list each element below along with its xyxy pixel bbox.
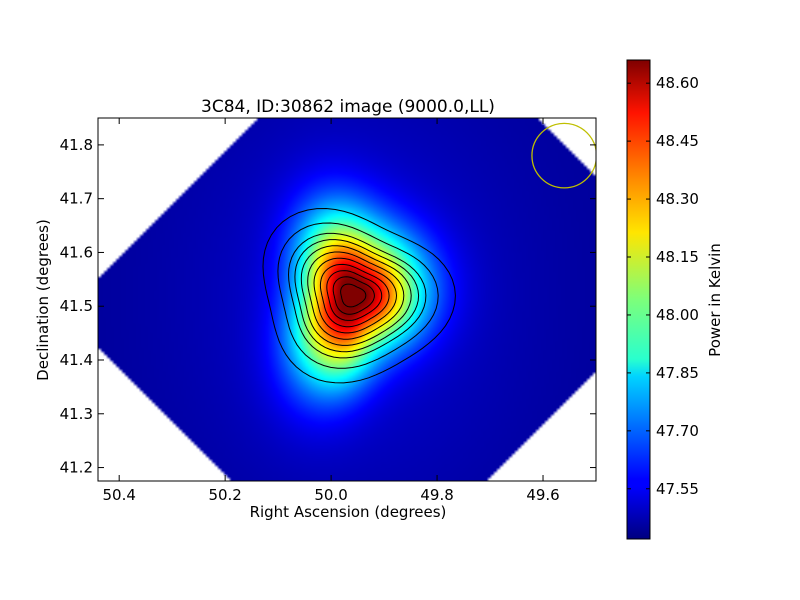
contour-ring [300, 245, 412, 346]
colorbar-ticks: 47.55 47.70 47.85 48.00 48.15 48.30 48.45 48.60 [627, 74, 699, 498]
colorbar-tick-label: 48.00 [656, 306, 699, 324]
x-tick-label: 49.6 [526, 486, 559, 504]
x-tick-label: 50.4 [102, 486, 135, 504]
contour-ring [262, 207, 456, 384]
contour-lines [262, 207, 456, 384]
colorbar-tick-label: 47.85 [656, 364, 699, 382]
contour-ring [307, 251, 405, 340]
colorbar-label: Power in Kelvin [706, 243, 724, 357]
colorbar: 47.55 47.70 47.85 48.00 48.15 48.30 48.45 48.60… [626, 59, 724, 540]
y-tick-label: 41.7 [60, 190, 93, 208]
y-tick-label: 41.6 [60, 243, 93, 261]
y-tick-label: 41.3 [60, 405, 93, 423]
x-ticks: 50.4 50.2 50.0 49.8 49.6 [102, 118, 560, 504]
contour-ring [294, 239, 420, 353]
colorbar-tick-label: 48.30 [656, 190, 699, 208]
colorbar-tick-label: 48.15 [656, 248, 699, 266]
colorbar-gradient [627, 60, 650, 539]
y-tick-label: 41.8 [60, 136, 93, 154]
colorbar-tick-label: 48.60 [656, 74, 699, 92]
colorbar-tick-label: 47.70 [656, 422, 699, 440]
contour-ring [332, 276, 375, 315]
contour-ring [326, 270, 383, 321]
y-axis-label: Declination (degrees) [34, 219, 52, 381]
colorbar-tick-label: 47.55 [656, 480, 699, 498]
x-tick-label: 49.8 [420, 486, 453, 504]
contour-ring [319, 263, 390, 328]
contour-ring [340, 283, 367, 308]
colorbar-tick-label: 48.45 [656, 132, 699, 150]
y-ticks: 41.2 41.3 41.4 41.5 41.6 41.7 41.8 [60, 136, 596, 477]
colorbar-frame [626, 59, 651, 540]
contour-ring [277, 222, 439, 369]
beam-circle [531, 122, 596, 189]
plot-area: 50.4 50.2 50.0 49.8 49.6 41.241.341.441.541.… [60, 117, 597, 504]
x-tick-label: 50.0 [314, 486, 347, 504]
x-tick-label: 50.2 [208, 486, 241, 504]
y-tick-label: 41.2 [60, 459, 93, 477]
contour-ring [287, 232, 427, 359]
x-axis-label: Right Ascension (degrees) [250, 503, 447, 521]
y-tick-label: 41.4 [60, 351, 93, 369]
heatmap-image [98, 118, 596, 481]
chart-title: 3C84, ID:30862 image (9000.0,LL) [201, 97, 495, 117]
y-tick-label: 41.5 [60, 297, 93, 315]
plot-frame [97, 117, 597, 482]
contour-ring [313, 257, 397, 334]
